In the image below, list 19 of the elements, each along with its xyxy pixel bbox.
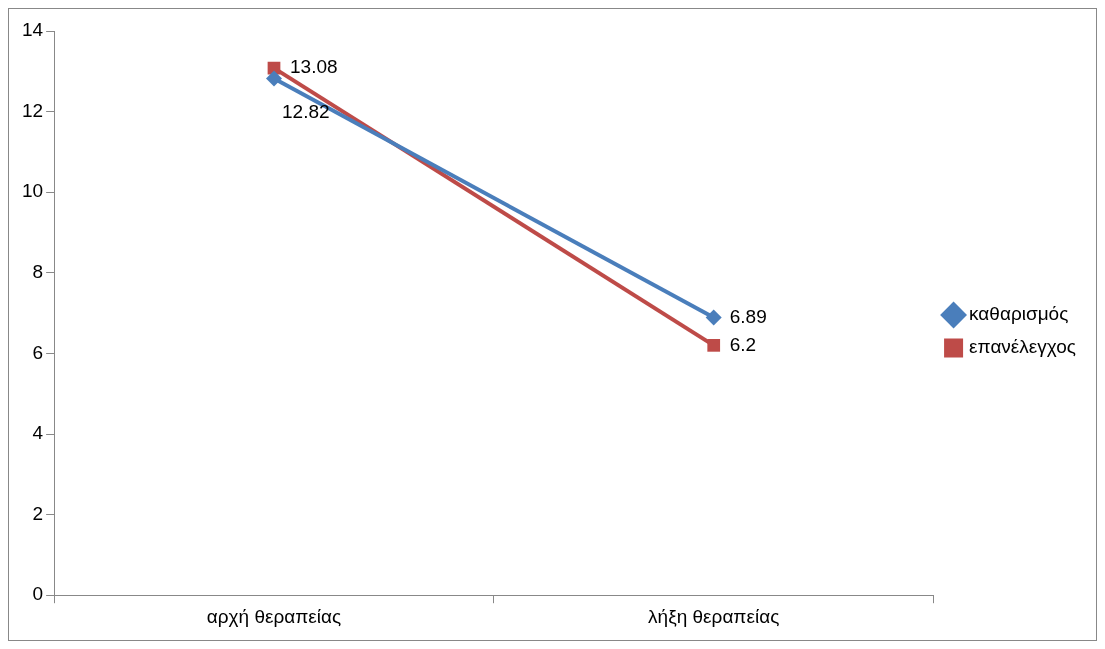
data-label: 6.2 (729, 333, 757, 355)
y-tick-label: 4 (32, 422, 44, 444)
legend-label: επανέλεγχος (969, 336, 1076, 358)
x-tick-label: αρχή θεραπείας (206, 605, 342, 627)
legend-label: καθαρισμός (969, 303, 1069, 325)
point (705, 309, 722, 326)
y-tick-label: 0 (32, 583, 44, 605)
point (707, 338, 721, 352)
x-tick-label: λήξη θεραπείας (648, 605, 780, 627)
y-tick-label: 8 (32, 261, 44, 283)
data-label: 13.08 (289, 56, 338, 78)
y-tick-label: 10 (21, 180, 44, 202)
y-tick-label: 6 (32, 341, 44, 363)
y-tick-label: 12 (21, 99, 44, 121)
data-label: 12.82 (281, 100, 330, 122)
data-label: 6.89 (729, 305, 767, 327)
y-tick-label: 14 (21, 19, 44, 41)
y-tick-label: 2 (32, 502, 44, 524)
point (266, 70, 282, 87)
